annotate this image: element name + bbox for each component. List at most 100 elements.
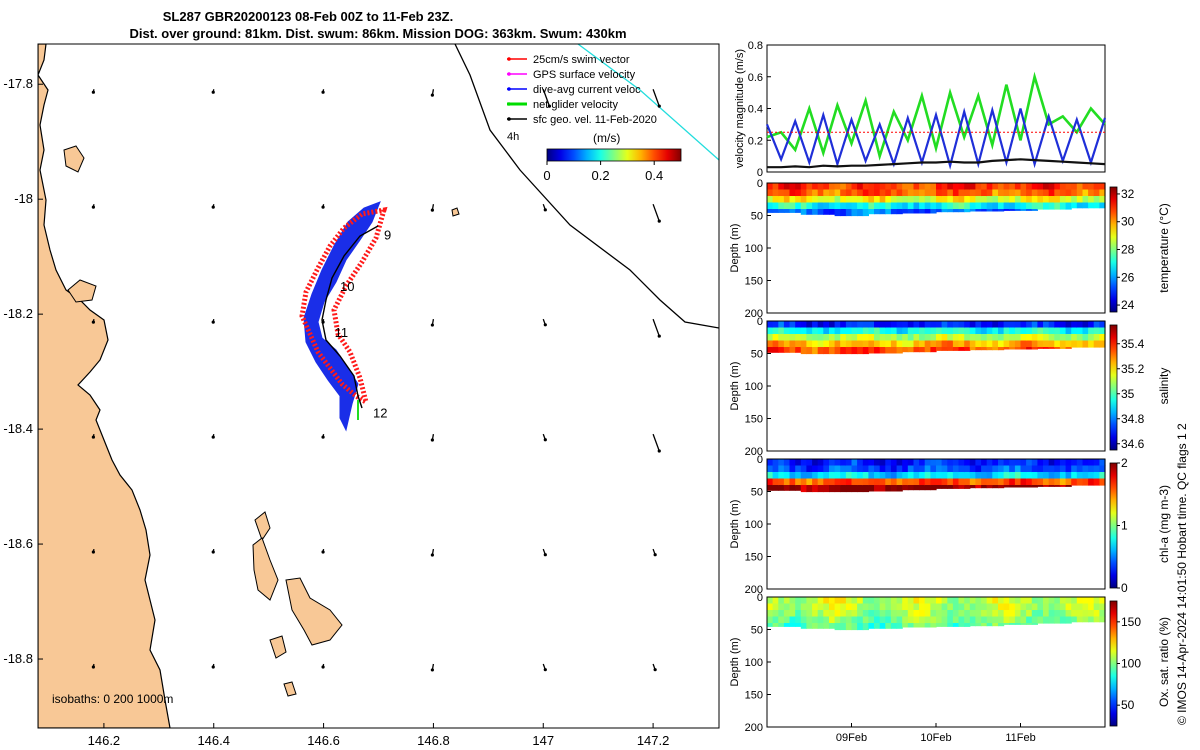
heatmap-cell — [806, 321, 813, 329]
heatmap-cell — [1076, 327, 1083, 335]
heatmap-cell — [800, 189, 807, 197]
isobath-line — [454, 44, 719, 329]
velocity-arrow — [652, 203, 660, 222]
heatmap-cell — [1054, 603, 1061, 611]
heatmap-cell — [947, 183, 954, 191]
heatmap-cell — [879, 603, 886, 611]
heatmap-cell — [795, 209, 802, 213]
heatmap-cell — [992, 610, 999, 618]
heatmap-cell — [879, 196, 886, 204]
heatmap-cell — [1031, 347, 1038, 350]
heatmap-cell — [1099, 597, 1106, 605]
heatmap-cell — [789, 196, 796, 204]
heatmap-cell — [806, 465, 813, 473]
heatmap-cell — [964, 459, 971, 467]
heatmap-cell — [1031, 485, 1038, 488]
heatmap-cell — [1043, 597, 1050, 605]
heatmap-cell — [992, 347, 999, 351]
heatmap-cell — [924, 597, 931, 605]
velocity-arrow — [542, 89, 551, 107]
heatmap-cell — [845, 485, 853, 493]
heatmap-cell — [902, 334, 909, 342]
heatmap-cell — [778, 478, 785, 486]
heatmap-cell — [817, 465, 824, 473]
heatmap-cell — [874, 472, 881, 480]
heatmap-cell — [1026, 603, 1033, 611]
heatmap-cell — [772, 209, 779, 213]
heatmap-cell — [913, 472, 920, 480]
oxygen-panel: 0 50 100 150 200 Depth (m) 50 100 150 Ox. sat. ra… — [729, 592, 1171, 744]
heatmap-cell — [998, 321, 1005, 329]
heatmap-cell — [964, 340, 971, 348]
heatmap-colorbar — [1109, 186, 1118, 313]
heatmap-cell — [986, 183, 993, 191]
heatmap-cell — [817, 189, 824, 197]
heatmap-cell — [885, 472, 892, 480]
heatmap-cell — [969, 183, 976, 191]
depth-tick-label: 0 — [757, 592, 763, 604]
heatmap-cell — [1093, 340, 1100, 348]
heatmap-cell — [936, 603, 943, 611]
heatmap-cell — [851, 603, 858, 611]
heatmap-cell — [981, 196, 988, 204]
heatmap-cell — [1020, 321, 1027, 329]
heatmap-cell — [834, 478, 841, 486]
heatmap-cell — [975, 623, 982, 627]
heatmap-cell — [924, 347, 931, 353]
legend-label: dive-avg current veloc — [533, 84, 641, 96]
heatmap-cell — [868, 209, 875, 215]
heatmap-cell — [1093, 478, 1100, 486]
heatmap-cell — [907, 334, 914, 342]
heatmap-cell — [812, 610, 819, 618]
heatmap-cell — [1020, 597, 1027, 605]
heatmap-cell — [1014, 610, 1022, 618]
heatmap-cell — [941, 623, 948, 627]
heatmap-cell — [1003, 459, 1010, 467]
map-x-tick-label: 146.2 — [88, 733, 121, 748]
heatmap-cell — [924, 485, 931, 491]
heatmap-cell — [806, 472, 813, 480]
heatmap-cell — [930, 327, 937, 335]
isobaths-label: isobaths: 0 200 1000m — [52, 692, 173, 706]
heatmap-cell — [772, 623, 779, 627]
heatmap-cell — [890, 183, 898, 191]
depth-tick-label: 0 — [757, 316, 763, 328]
heatmap-cell — [778, 485, 785, 491]
heatmap-cell — [969, 196, 976, 204]
heatmap-cell — [1076, 202, 1083, 209]
heatmap-cell — [936, 321, 943, 329]
velocity-arrow-head — [321, 90, 325, 94]
heatmap-cell — [783, 202, 791, 210]
heatmap-cell — [778, 327, 785, 335]
heatmap-cell — [868, 616, 875, 624]
heatmap-cell — [783, 209, 791, 213]
heatmap-cell — [1065, 334, 1072, 342]
heatmap-cell — [969, 347, 976, 351]
heatmap-cell — [829, 183, 836, 191]
heatmap-cell — [952, 183, 960, 191]
heatmap-cell — [1071, 465, 1078, 473]
velocity-arrow-head — [430, 553, 434, 557]
heatmap-cell — [857, 321, 864, 329]
heatmap-cell — [1088, 610, 1095, 618]
heatmap-cell — [958, 347, 965, 351]
heatmap-cell — [800, 485, 807, 493]
heatmap-cell — [975, 603, 982, 611]
day-label: 11 — [335, 325, 349, 340]
time-tick-label: 09Feb — [836, 732, 867, 744]
heatmap-cell — [1009, 202, 1016, 210]
heatmap-cell — [789, 610, 796, 618]
heatmap-cell — [1071, 610, 1078, 618]
heatmap-cell — [823, 459, 830, 467]
heatmap-cell — [829, 472, 836, 480]
heatmap-cell — [936, 334, 943, 342]
heatmap-cell — [874, 340, 881, 348]
depth-tick-label: 0 — [757, 178, 763, 190]
heatmap-cell — [1026, 610, 1033, 618]
heatmap-cell — [930, 183, 937, 191]
heatmap-cell — [1071, 327, 1078, 335]
heatmap-cell — [958, 202, 965, 210]
heatmap-cell — [783, 485, 791, 491]
depth-tick-label: 50 — [751, 487, 763, 499]
velocity-arrow-head — [321, 665, 325, 669]
